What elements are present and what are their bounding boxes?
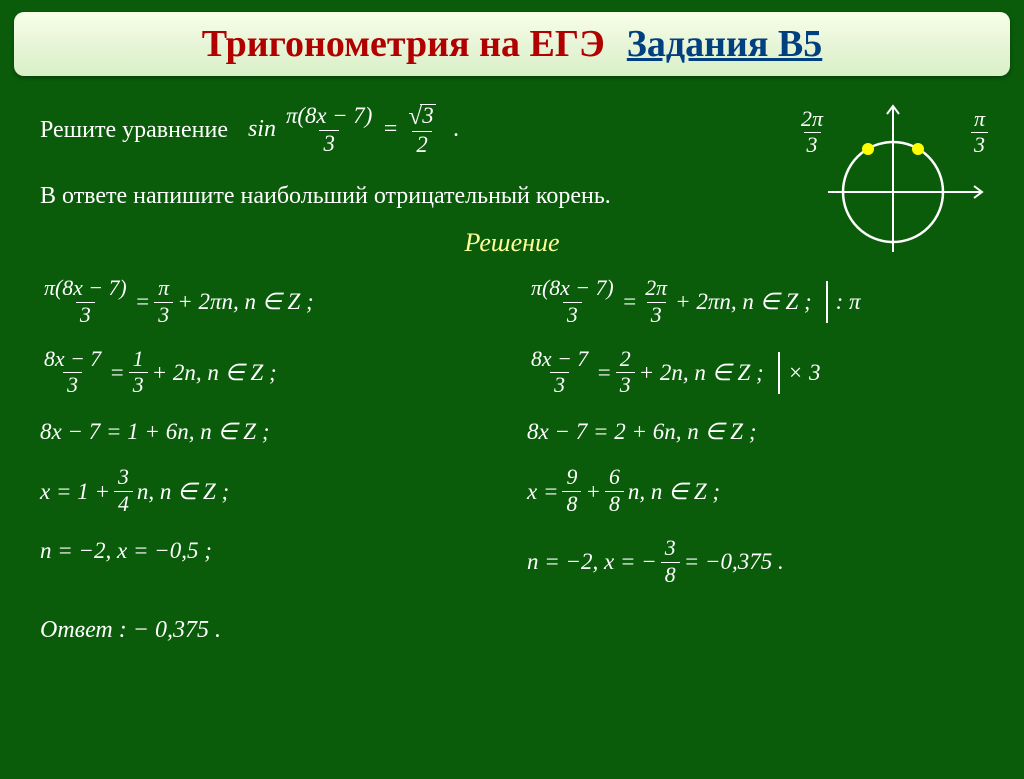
- right-step-4: x = 98 + 68 n, n ∈ Z ;: [527, 467, 984, 516]
- divider-icon: [826, 281, 828, 323]
- title-sub: Задания В5: [627, 22, 822, 66]
- problem-prompt: Решите уравнение sin π(8x − 7) 3 = √3 2 …: [40, 104, 984, 157]
- equation: sin π(8x − 7) 3 = √3 2 .: [248, 104, 460, 157]
- answer-line: Ответ : − 0,375 .: [40, 617, 984, 644]
- left-column: π(8x − 7)3 = π3 + 2πn, n ∈ Z ; 8x − 73 =…: [40, 278, 497, 609]
- title-main: Тригонометрия на ЕГЭ: [202, 22, 605, 66]
- prompt-subtext: В ответе напишите наибольший отрицательн…: [40, 183, 984, 210]
- right-step-3: 8x − 7 = 2 + 6n, n ∈ Z ;: [527, 419, 984, 445]
- solution-header: Решение: [40, 228, 984, 258]
- left-step-1: π(8x − 7)3 = π3 + 2πn, n ∈ Z ;: [40, 278, 497, 327]
- right-step-2: 8x − 73 = 23 + 2n, n ∈ Z ; × 3: [527, 349, 984, 398]
- title-bar: Тригонометрия на ЕГЭ Задания В5: [14, 12, 1010, 76]
- solution-columns: π(8x − 7)3 = π3 + 2πn, n ∈ Z ; 8x − 73 =…: [40, 278, 984, 609]
- right-column: π(8x − 7)3 = 2π3 + 2πn, n ∈ Z ; : π 8x −…: [527, 278, 984, 609]
- left-step-4: x = 1 + 34 n, n ∈ Z ;: [40, 467, 497, 516]
- right-step-5: n = −2, x = − 38 = −0,375 .: [527, 538, 984, 587]
- left-step-2: 8x − 73 = 13 + 2n, n ∈ Z ;: [40, 349, 497, 398]
- divider-icon: [778, 352, 780, 394]
- left-step-5: n = −2, x = −0,5 ;: [40, 538, 497, 564]
- left-step-3: 8x − 7 = 1 + 6n, n ∈ Z ;: [40, 419, 497, 445]
- prompt-text: Решите уравнение: [40, 117, 228, 144]
- right-step-1: π(8x − 7)3 = 2π3 + 2πn, n ∈ Z ; : π: [527, 278, 984, 327]
- content-area: Решите уравнение sin π(8x − 7) 3 = √3 2 …: [0, 76, 1024, 654]
